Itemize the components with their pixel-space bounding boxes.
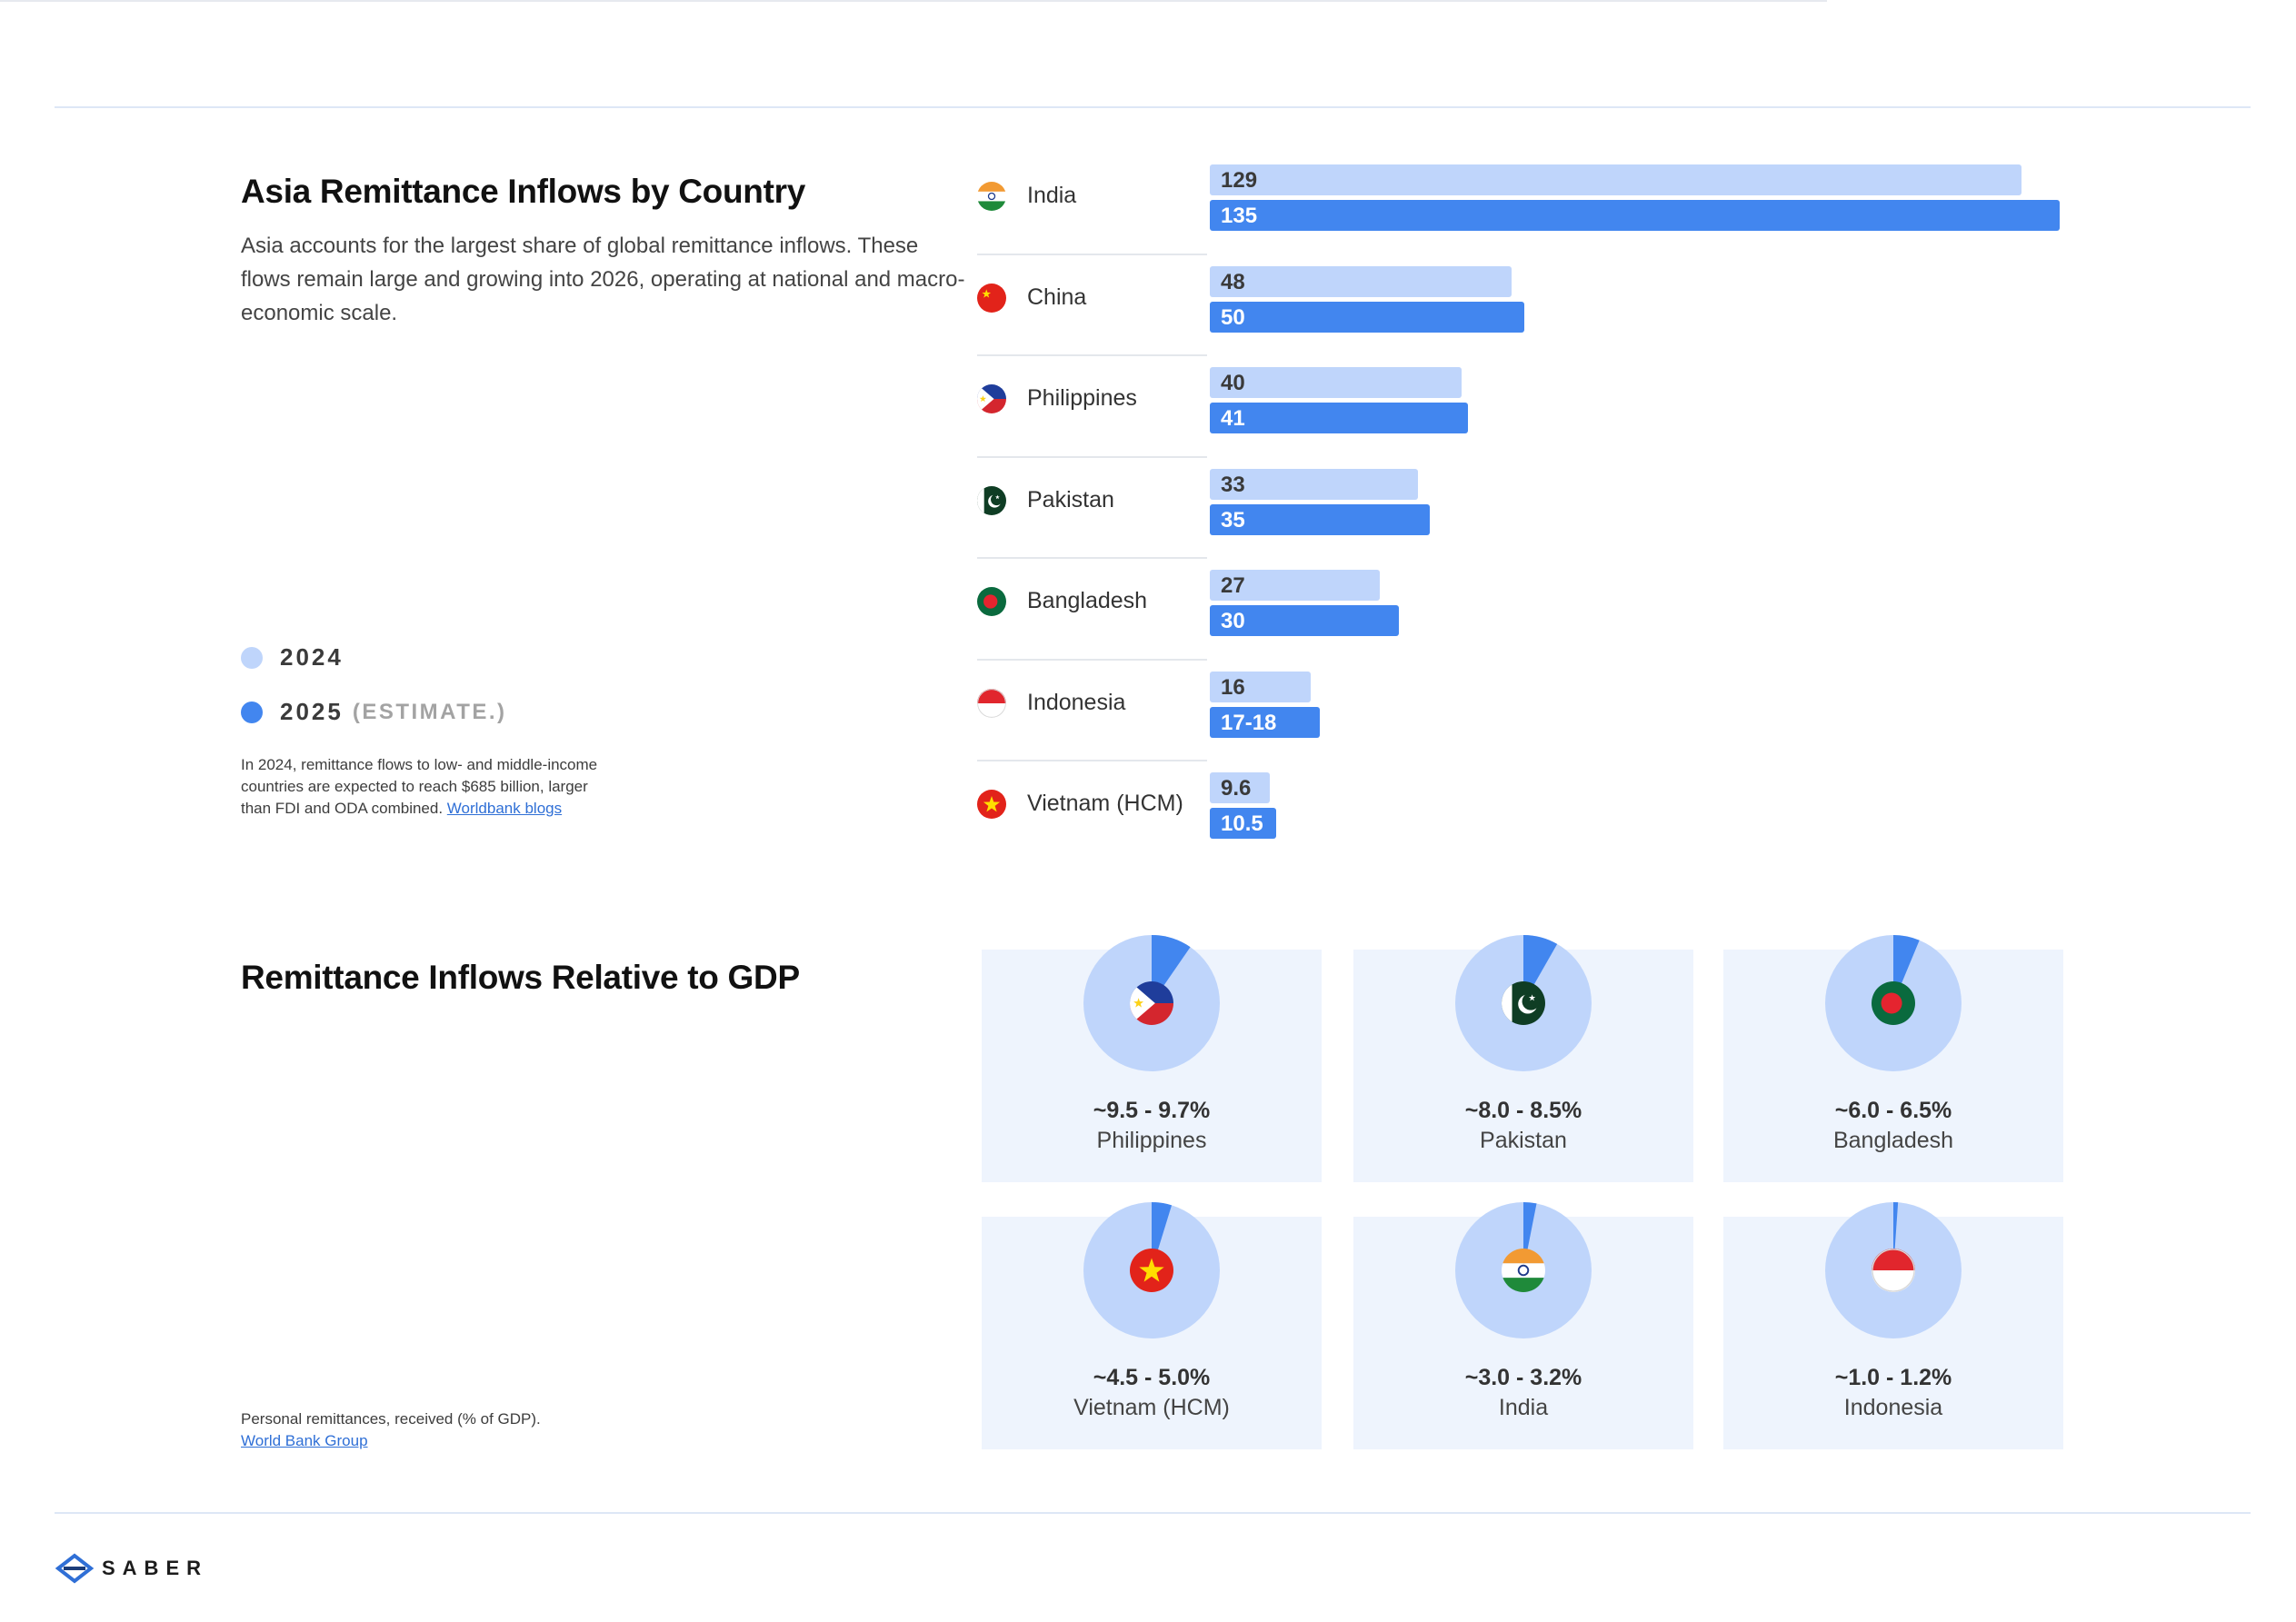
saber-logo-icon xyxy=(55,1553,95,1584)
gdp-card: ~6.0 - 6.5% Bangladesh xyxy=(1723,935,2063,1182)
bar-value-label: 16 xyxy=(1221,674,1245,700)
legend-swatch-2024 xyxy=(241,646,263,669)
bar-value-label: 48 xyxy=(1221,269,1245,294)
philippines-flag-icon xyxy=(1130,981,1173,1025)
row-divider xyxy=(977,354,1207,356)
source-note-text: In 2024, remittance flows to low- and mi… xyxy=(241,756,598,817)
section-title-gdp: Remittance Inflows Relative to GDP xyxy=(241,959,800,996)
bar-2025 xyxy=(1210,706,1321,738)
gdp-value-label: ~6.0 - 6.5% xyxy=(1834,1098,1952,1123)
bar-2024 xyxy=(1210,265,1512,297)
gdp-card: ~3.0 - 3.2% India xyxy=(1353,1202,1693,1449)
bar-value-label: 33 xyxy=(1221,472,1245,497)
bar-2025 xyxy=(1210,605,1399,636)
bar-category-label: Vietnam (HCM) xyxy=(1027,791,1183,816)
top-divider xyxy=(55,106,2251,108)
bar-2025 xyxy=(1210,503,1431,535)
gdp-source-note: Personal remittances, received (% of GDP… xyxy=(241,1408,623,1452)
bottom-divider xyxy=(55,1512,2251,1514)
bar-category-label: India xyxy=(1027,183,1077,208)
section-description: Asia accounts for the largest share of g… xyxy=(241,234,965,325)
gdp-source-note-text: Personal remittances, received (% of GDP… xyxy=(241,1410,541,1428)
bar-value-label: 129 xyxy=(1221,168,1258,193)
pakistan-flag-icon xyxy=(1502,981,1545,1025)
china-flag-icon xyxy=(977,283,1006,313)
gdp-value-label: ~9.5 - 9.7% xyxy=(1093,1098,1211,1123)
worldbank-blogs-link[interactable]: Worldbank blogs xyxy=(446,800,563,817)
row-divider xyxy=(977,253,1207,255)
gdp-country-label: Vietnam (HCM) xyxy=(1073,1395,1230,1420)
bar-value-label: 41 xyxy=(1221,406,1245,431)
bar-value-label: 27 xyxy=(1221,573,1245,598)
vietnam-flag-icon xyxy=(1130,1249,1173,1292)
row-divider xyxy=(977,658,1207,661)
gdp-country-label: Pakistan xyxy=(1480,1128,1567,1153)
bar-category-label: Pakistan xyxy=(1027,486,1114,512)
india-flag-icon xyxy=(977,182,1006,211)
gdp-country-label: Philippines xyxy=(1096,1128,1207,1153)
indonesia-flag-icon xyxy=(977,688,1006,718)
row-divider xyxy=(977,760,1207,761)
remittance-bar-chart: India 129 135 China 48 50 Philippines 40 41 Pakis… xyxy=(977,154,2077,863)
bar-value-label: 35 xyxy=(1221,507,1245,532)
bar-2024 xyxy=(1210,164,2022,195)
bar-category-label: Philippines xyxy=(1027,385,1137,411)
row-divider xyxy=(977,557,1207,559)
legend-label-2025: 2025 xyxy=(280,698,344,725)
bar-2025 xyxy=(1210,808,1276,839)
bangladesh-flag-icon xyxy=(1872,981,1915,1025)
bar-2024 xyxy=(1210,367,1462,398)
legend-label-estimate: (ESTIMATE.) xyxy=(352,699,507,724)
bar-value-label: 9.6 xyxy=(1221,776,1252,801)
world-bank-group-link[interactable]: World Bank Group xyxy=(241,1432,368,1449)
bar-category-label: Indonesia xyxy=(1027,689,1126,715)
bar-value-label: 10.5 xyxy=(1221,811,1263,836)
bar-value-label: 135 xyxy=(1221,204,1258,228)
bar-category-label: Bangladesh xyxy=(1027,588,1148,613)
gdp-card: ~8.0 - 8.5% Pakistan xyxy=(1353,935,1693,1182)
indonesia-flag-icon xyxy=(1872,1249,1915,1292)
gdp-value-label: ~4.5 - 5.0% xyxy=(1093,1365,1211,1390)
saber-logo-text: SABER xyxy=(102,1557,209,1579)
bar-2024 xyxy=(1210,671,1311,702)
gdp-country-label: Bangladesh xyxy=(1832,1128,1954,1153)
bar-value-label: 17-18 xyxy=(1221,710,1277,735)
gdp-card: ~4.5 - 5.0% Vietnam (HCM) xyxy=(982,1202,1322,1449)
gdp-country-label: India xyxy=(1498,1395,1549,1420)
legend-label-2024: 2024 xyxy=(280,643,344,671)
legend-item-2025: 2025 (ESTIMATE.) xyxy=(241,698,507,726)
page-title: Asia Remittance Inflows by Country xyxy=(241,173,805,210)
vietnam-flag-icon xyxy=(977,790,1006,819)
source-note: In 2024, remittance flows to low- and mi… xyxy=(241,754,604,820)
bar-category-label: China xyxy=(1027,284,1087,310)
gdp-value-label: ~3.0 - 3.2% xyxy=(1464,1365,1582,1390)
bar-2025 xyxy=(1210,301,1525,333)
gdp-card: ~9.5 - 9.7% Philippines xyxy=(982,935,1322,1182)
bar-value-label: 30 xyxy=(1221,609,1245,633)
legend-swatch-2025 xyxy=(241,701,263,723)
section-divider xyxy=(0,0,1827,2)
legend-item-2024: 2024 xyxy=(241,643,344,672)
gdp-value-label: ~8.0 - 8.5% xyxy=(1464,1098,1582,1123)
pakistan-flag-icon xyxy=(977,485,1006,515)
bar-2024 xyxy=(1210,772,1271,803)
bar-value-label: 40 xyxy=(1221,371,1245,395)
saber-logo: SABER xyxy=(55,1552,208,1585)
bar-2024 xyxy=(1210,468,1418,500)
india-flag-icon xyxy=(1502,1249,1545,1292)
bar-2024 xyxy=(1210,570,1380,601)
bangladesh-flag-icon xyxy=(977,587,1006,616)
gdp-country-label: Indonesia xyxy=(1843,1395,1943,1420)
gdp-card: ~1.0 - 1.2% Indonesia xyxy=(1723,1202,2063,1449)
philippines-flag-icon xyxy=(977,384,1006,413)
row-divider xyxy=(977,455,1207,458)
gdp-value-label: ~1.0 - 1.2% xyxy=(1834,1365,1952,1390)
bar-value-label: 50 xyxy=(1221,304,1245,330)
bar-2025 xyxy=(1210,403,1468,433)
bar-2025 xyxy=(1210,200,2060,231)
